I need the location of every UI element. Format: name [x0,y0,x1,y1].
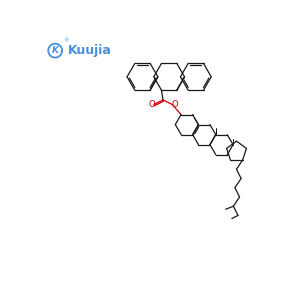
Text: K: K [52,46,59,55]
Text: Kuujia: Kuujia [68,44,111,57]
Text: O: O [148,100,155,109]
Text: ®: ® [63,38,68,43]
Text: O: O [171,100,178,109]
